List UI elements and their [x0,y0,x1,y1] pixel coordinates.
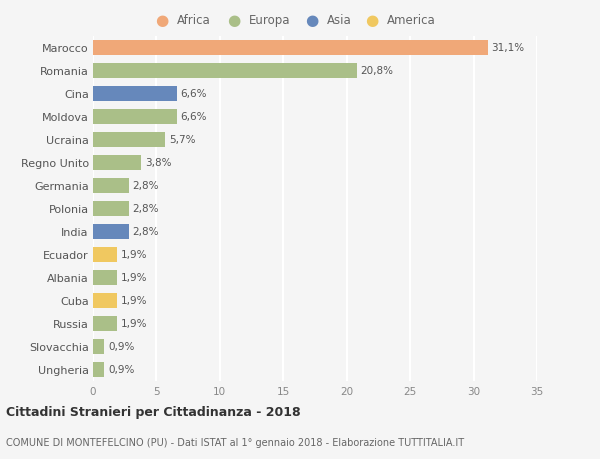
Text: COMUNE DI MONTEFELCINO (PU) - Dati ISTAT al 1° gennaio 2018 - Elaborazione TUTTI: COMUNE DI MONTEFELCINO (PU) - Dati ISTAT… [6,437,464,447]
Text: 2,8%: 2,8% [133,227,159,237]
Text: ●: ● [227,13,241,28]
Bar [93,362,104,377]
Text: 2,8%: 2,8% [133,204,159,214]
Bar [93,293,117,308]
Bar [93,133,166,147]
Bar [93,179,128,193]
Bar [93,316,117,331]
Text: 5,7%: 5,7% [169,135,196,145]
Bar [93,202,128,216]
Text: 6,6%: 6,6% [181,112,207,122]
Bar [93,110,177,124]
Text: 3,8%: 3,8% [145,158,172,168]
Text: Europa: Europa [249,14,290,27]
Text: ●: ● [155,13,169,28]
Text: 20,8%: 20,8% [361,66,394,76]
Text: 2,8%: 2,8% [133,181,159,191]
Text: Africa: Africa [177,14,211,27]
Bar [93,64,357,78]
Text: 1,9%: 1,9% [121,319,148,329]
Text: 1,9%: 1,9% [121,296,148,306]
Text: 31,1%: 31,1% [491,43,524,53]
Text: Cittadini Stranieri per Cittadinanza - 2018: Cittadini Stranieri per Cittadinanza - 2… [6,405,301,419]
Bar [93,87,177,101]
Text: 1,9%: 1,9% [121,250,148,260]
Bar [93,339,104,354]
Text: ●: ● [365,13,379,28]
Text: 1,9%: 1,9% [121,273,148,283]
Bar [93,270,117,285]
Text: ●: ● [305,13,319,28]
Text: 0,9%: 0,9% [108,341,134,352]
Text: 0,9%: 0,9% [108,364,134,375]
Text: 6,6%: 6,6% [181,89,207,99]
Text: America: America [387,14,436,27]
Bar [93,41,488,56]
Bar [93,224,128,239]
Text: Asia: Asia [327,14,352,27]
Bar [93,247,117,262]
Bar [93,156,141,170]
